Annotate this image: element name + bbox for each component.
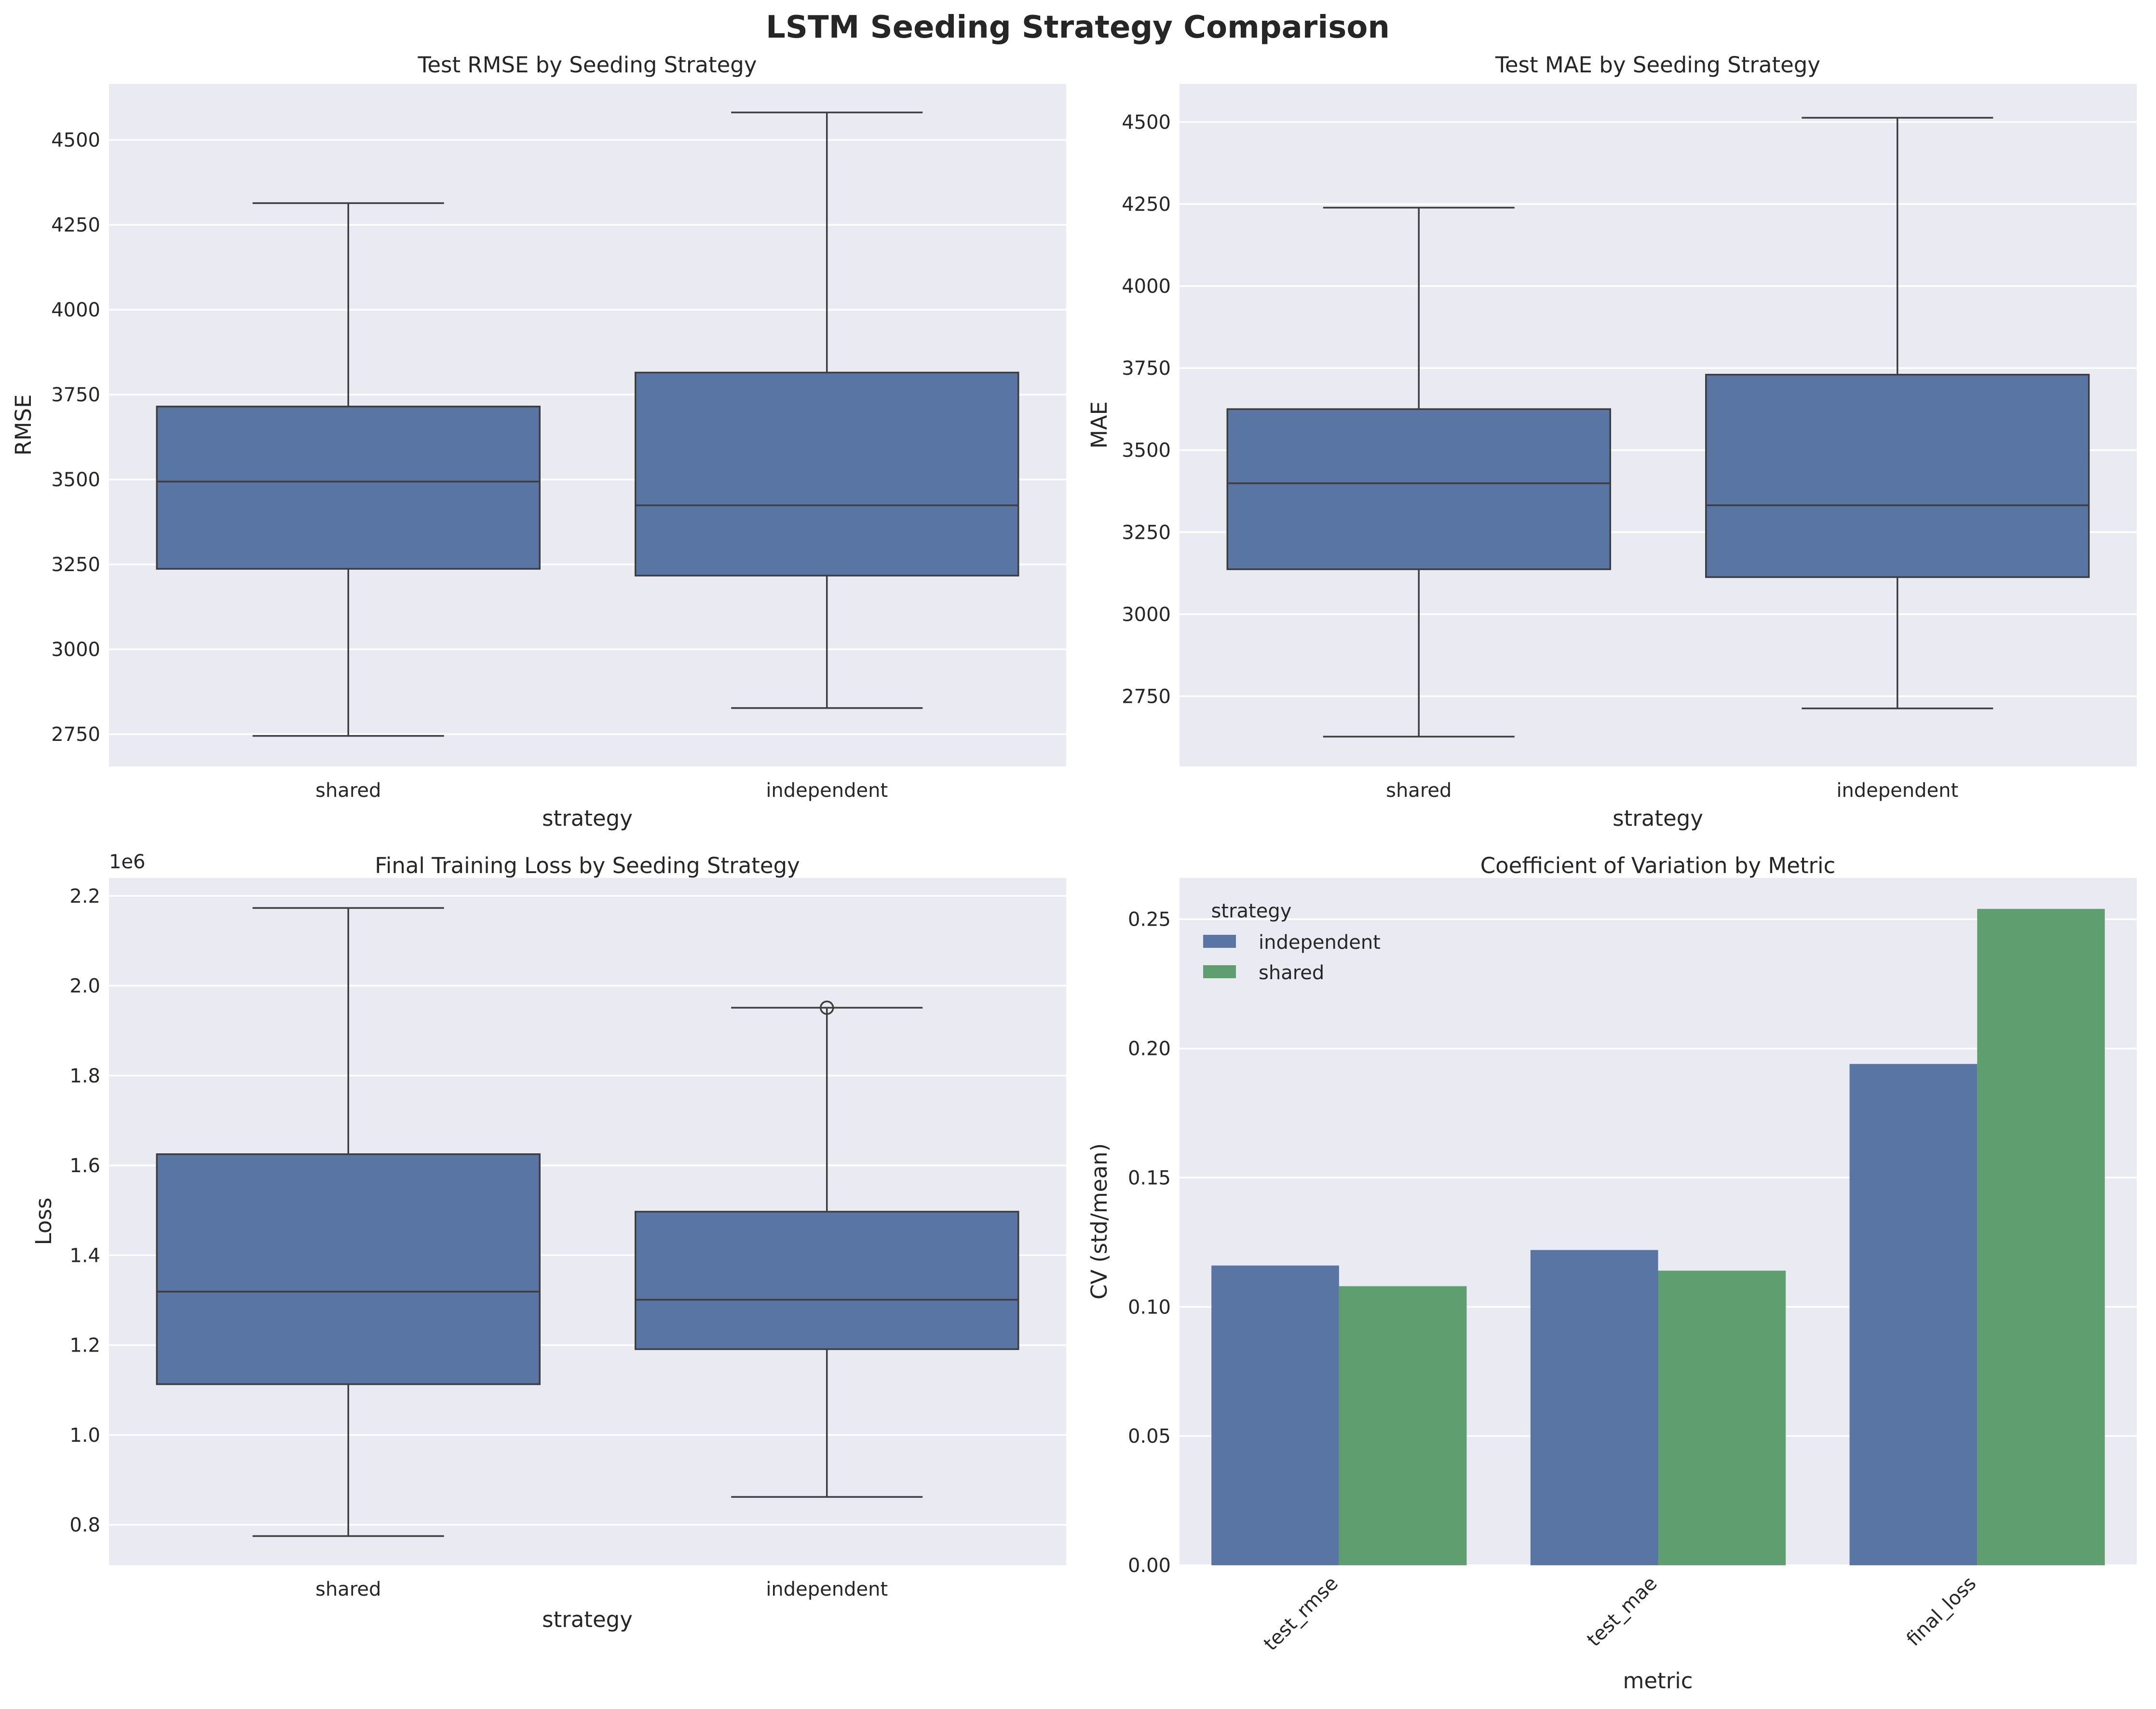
panel-cv-ytick-label: 0.00	[1128, 1555, 1171, 1577]
panel-loss-ytick-label: 1.4	[69, 1244, 100, 1267]
panel-mae-ytick-label: 4500	[1122, 111, 1171, 134]
panel-cv-ytick-label: 0.25	[1128, 909, 1171, 931]
panel-loss-offset-label: 1e6	[109, 851, 146, 873]
panel-loss-ylabel: Loss	[31, 1198, 56, 1245]
panel-mae-xlabel: strategy	[1613, 806, 1703, 831]
panel-rmse-title: Test RMSE by Seeding Strategy	[417, 52, 757, 78]
panel-rmse-ylabel: RMSE	[11, 394, 36, 455]
panel-mae-ytick-label: 4250	[1122, 193, 1171, 216]
panel-cv-ytick-label: 0.20	[1128, 1038, 1171, 1060]
panel-cv-ytick-label: 0.10	[1128, 1296, 1171, 1318]
panel-loss-xtick-label: shared	[315, 1578, 381, 1600]
box-independent	[635, 111, 1019, 709]
box-iqr	[1705, 373, 2090, 578]
bar-shared-final_loss	[1977, 909, 2105, 1565]
box-iqr	[1226, 408, 1611, 570]
panel-mae-title: Test MAE by Seeding Strategy	[1495, 52, 1820, 78]
legend-title: strategy	[1211, 900, 1292, 922]
box-iqr	[156, 1153, 541, 1385]
panel-loss-xlabel: strategy	[542, 1607, 633, 1632]
panel-cv-ytick-label: 0.15	[1128, 1167, 1171, 1189]
legend-label-independent: independent	[1259, 931, 1381, 954]
box-iqr	[156, 406, 541, 570]
panel-loss-ytick-label: 2.0	[69, 975, 100, 998]
box-iqr	[635, 371, 1019, 577]
panel-cv-ylabel: CV (std/mean)	[1086, 1143, 1112, 1299]
panel-loss-ytick-label: 1.8	[69, 1065, 100, 1087]
box-shared	[1226, 206, 1611, 738]
panel-mae-ytick-label: 3750	[1122, 357, 1171, 380]
legend-swatch-shared	[1203, 965, 1236, 978]
figure-title: LSTM Seeding Strategy Comparison	[766, 10, 1390, 45]
panel-loss-xtick-label: independent	[766, 1578, 888, 1600]
panel-mae-xtick-label: shared	[1386, 779, 1451, 802]
panel-loss: 0.8 1.0 1.2 1.4 1.6 1.8 2.0 2.2 shared independen…	[31, 851, 1066, 1632]
box-outlier	[820, 1000, 834, 1015]
panel-cv-title: Coefficient of Variation by Metric	[1480, 853, 1836, 878]
panel-loss-ytick-label: 1.2	[69, 1335, 100, 1357]
panel-mae-ylabel: MAE	[1086, 401, 1112, 449]
bar-independent-test_rmse	[1211, 1265, 1339, 1565]
panel-rmse: 2750 3000 3250 3500 3750 4000 4250 4500 shared in…	[11, 52, 1066, 831]
panel-mae-ytick-label: 2750	[1122, 685, 1171, 708]
panel-rmse-xlabel: strategy	[542, 806, 633, 831]
panel-rmse-ytick-label: 3750	[51, 384, 100, 406]
panel-cv-ytick-label: 0.05	[1128, 1425, 1171, 1448]
panel-loss-title: Final Training Loss by Seeding Strategy	[375, 853, 800, 878]
panel-rmse-xtick-label: shared	[315, 779, 381, 802]
panel-rmse-ytick-label: 2750	[51, 724, 100, 746]
box-iqr	[635, 1211, 1019, 1350]
legend-label-shared: shared	[1259, 962, 1324, 984]
panel-mae-ytick-label: 3000	[1122, 603, 1171, 626]
panel-mae-ytick-label: 3500	[1122, 439, 1171, 462]
legend-swatch-independent	[1203, 935, 1236, 948]
panel-cv-xlabel: metric	[1623, 1668, 1693, 1694]
panel-loss-ytick-label: 1.6	[69, 1155, 100, 1177]
box-independent	[1705, 117, 2090, 710]
box-shared	[156, 907, 541, 1537]
panel-rmse-ytick-label: 4000	[51, 299, 100, 321]
legend: strategy independent shared	[1203, 900, 1381, 984]
panel-loss-ytick-label: 1.0	[69, 1424, 100, 1447]
box-independent	[635, 1000, 1019, 1498]
panel-rmse-ytick-label: 4250	[51, 214, 100, 236]
panel-mae-ytick-label: 3250	[1122, 521, 1171, 544]
panel-mae: 2750 3000 3250 3500 3750 4000 4250 4500 shared in…	[1086, 52, 2137, 831]
panel-rmse-ytick-label: 3000	[51, 639, 100, 661]
panel-loss-ytick-label: 2.2	[69, 885, 100, 907]
bar-shared-test_rmse	[1339, 1286, 1467, 1565]
bar-shared-test_mae	[1658, 1271, 1786, 1565]
box-shared	[156, 202, 541, 737]
bar-independent-final_loss	[1849, 1064, 1978, 1565]
panel-rmse-ytick-label: 4500	[51, 129, 100, 151]
panel-loss-ytick-label: 0.8	[69, 1514, 100, 1536]
panel-rmse-ytick-label: 3500	[51, 469, 100, 491]
panel-rmse-xtick-label: independent	[766, 779, 888, 802]
bar-independent-test_mae	[1530, 1250, 1658, 1565]
panel-mae-ytick-label: 4000	[1122, 275, 1171, 298]
panel-mae-xtick-label: independent	[1836, 779, 1958, 802]
panel-rmse-ytick-label: 3250	[51, 554, 100, 576]
